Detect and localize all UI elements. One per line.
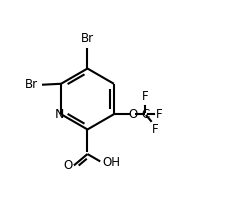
Text: F: F bbox=[155, 108, 162, 121]
Text: O: O bbox=[63, 159, 73, 172]
Text: O: O bbox=[127, 108, 136, 121]
Text: N: N bbox=[55, 108, 64, 121]
Text: Br: Br bbox=[25, 78, 38, 91]
Text: Br: Br bbox=[81, 32, 94, 45]
Text: C: C bbox=[141, 108, 149, 121]
Text: OH: OH bbox=[102, 156, 120, 169]
Text: F: F bbox=[152, 123, 158, 135]
Text: F: F bbox=[141, 90, 148, 103]
